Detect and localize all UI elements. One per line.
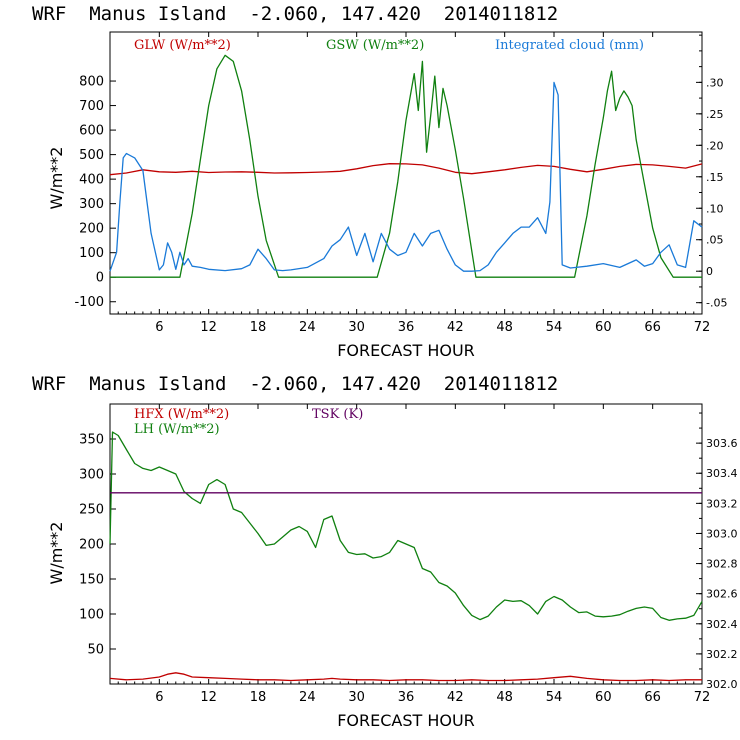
top-x-tick-label: 42 <box>447 320 464 335</box>
top-y-tick-label: 700 <box>79 99 104 114</box>
bottom-x-tick-label: 48 <box>496 690 513 705</box>
top-x-tick-label: 6 <box>155 320 163 335</box>
bottom-y2-tick-label: 303.6 <box>706 437 738 450</box>
top-y-tick-label: 200 <box>79 222 104 237</box>
bottom-x-tick-label: 36 <box>398 690 415 705</box>
top-x-tick-label: 12 <box>200 320 217 335</box>
bottom-chart-title: WRF Manus Island -2.060, 147.420 2014011… <box>32 373 558 395</box>
bottom-x-tick-label: 54 <box>546 690 563 705</box>
top-x-tick-label: 60 <box>595 320 612 335</box>
bottom-x-tick-label: 12 <box>200 690 217 705</box>
bottom-x-tick-label: 66 <box>644 690 661 705</box>
top-y2-tick-label: 0 <box>706 265 713 278</box>
top-y2-tick-label: .20 <box>706 139 724 152</box>
top-series-glw-w-m <box>109 163 703 176</box>
top-x-tick-label: 24 <box>299 320 316 335</box>
top-x-tick-label: 54 <box>546 320 563 335</box>
top-y-tick-label: 400 <box>79 173 104 188</box>
top-y-tick-label: 600 <box>79 124 104 139</box>
top-chart-title: WRF Manus Island -2.060, 147.420 2014011… <box>32 3 558 25</box>
legend-tsk: TSK (K) <box>312 407 363 422</box>
top-y-tick-label: 300 <box>79 197 104 212</box>
bottom-x-tick-label: 30 <box>348 690 365 705</box>
bottom-y2-tick-label: 302.2 <box>706 648 738 661</box>
bottom-y-tick-label: 200 <box>79 538 104 553</box>
bottom-y-tick-label: 300 <box>79 468 104 483</box>
top-y-tick-label: 100 <box>79 246 104 261</box>
bottom-y2-tick-label: 302.8 <box>706 558 738 571</box>
top-y-tick-label: 0 <box>96 271 104 286</box>
bottom-y-tick-label: 350 <box>79 433 104 448</box>
bottom-y-tick-label: 150 <box>79 573 104 588</box>
top-y-tick-label: 500 <box>79 148 104 163</box>
bottom-y-axis-label: W/m**2 <box>47 522 66 585</box>
top-y-tick-label: 800 <box>79 75 104 90</box>
bottom-y-tick-label: 250 <box>79 503 104 518</box>
top-y2-tick-label: .10 <box>706 202 724 215</box>
top-series-integrated-cloud-mm <box>109 81 703 272</box>
bottom-y-tick-label: 100 <box>79 608 104 623</box>
top-x-tick-label: 30 <box>348 320 365 335</box>
legend-glw: GLW (W/m**2) <box>134 38 231 53</box>
bottom-series-lh-w-m <box>109 431 703 621</box>
top-y2-tick-label: -.05 <box>706 297 727 310</box>
bottom-x-tick-label: 24 <box>299 690 316 705</box>
top-x-tick-label: 48 <box>496 320 513 335</box>
legend-hfx: HFX (W/m**2) <box>134 407 229 422</box>
bottom-y2-tick-label: 303.0 <box>706 527 738 540</box>
legend-integrated-cloud: Integrated cloud (mm) <box>495 38 644 53</box>
top-y-axis-label: W/m**2 <box>47 147 66 210</box>
top-x-tick-label: 72 <box>694 320 711 335</box>
top-y2-tick-label: .15 <box>706 171 724 184</box>
bottom-x-tick-label: 18 <box>250 690 267 705</box>
bottom-y2-tick-label: 302.6 <box>706 588 738 601</box>
bottom-x-tick-label: 42 <box>447 690 464 705</box>
top-x-tick-label: 36 <box>398 320 415 335</box>
top-y2-tick-label: .05 <box>706 234 724 247</box>
bottom-y2-tick-label: 302.0 <box>706 678 738 691</box>
top-series-gsw-w-m <box>110 54 702 278</box>
legend-gsw: GSW (W/m**2) <box>326 38 424 53</box>
bottom-y2-tick-label: 303.4 <box>706 467 738 480</box>
top-y2-tick-label: .25 <box>706 108 724 121</box>
bottom-x-axis-label: FORECAST HOUR <box>337 711 475 730</box>
bottom-x-tick-label: 6 <box>155 690 163 705</box>
top-x-tick-label: 66 <box>644 320 661 335</box>
bottom-y-tick-label: 50 <box>87 643 104 658</box>
top-y-tick-label: -100 <box>74 295 104 310</box>
bottom-chart-area: 6 12 18 24 30 36 42 48 54 60 66 72 50 100 150 200 250 300… <box>79 404 738 705</box>
top-chart-area: 6 12 18 24 30 36 42 48 54 60 66 72 -100 0 100 200 300 400… <box>74 32 727 335</box>
bottom-x-tick-label: 60 <box>595 690 612 705</box>
bottom-x-tick-label: 72 <box>694 690 711 705</box>
top-y2-tick-label: .30 <box>706 76 724 89</box>
bottom-y2-tick-label: 303.2 <box>706 497 738 510</box>
bottom-series-hfx-w-m <box>109 672 702 682</box>
top-x-tick-label: 18 <box>250 320 267 335</box>
top-x-axis-label: FORECAST HOUR <box>337 341 475 360</box>
bottom-y2-tick-label: 302.4 <box>706 618 738 631</box>
legend-lh: LH (W/m**2) <box>134 422 220 437</box>
